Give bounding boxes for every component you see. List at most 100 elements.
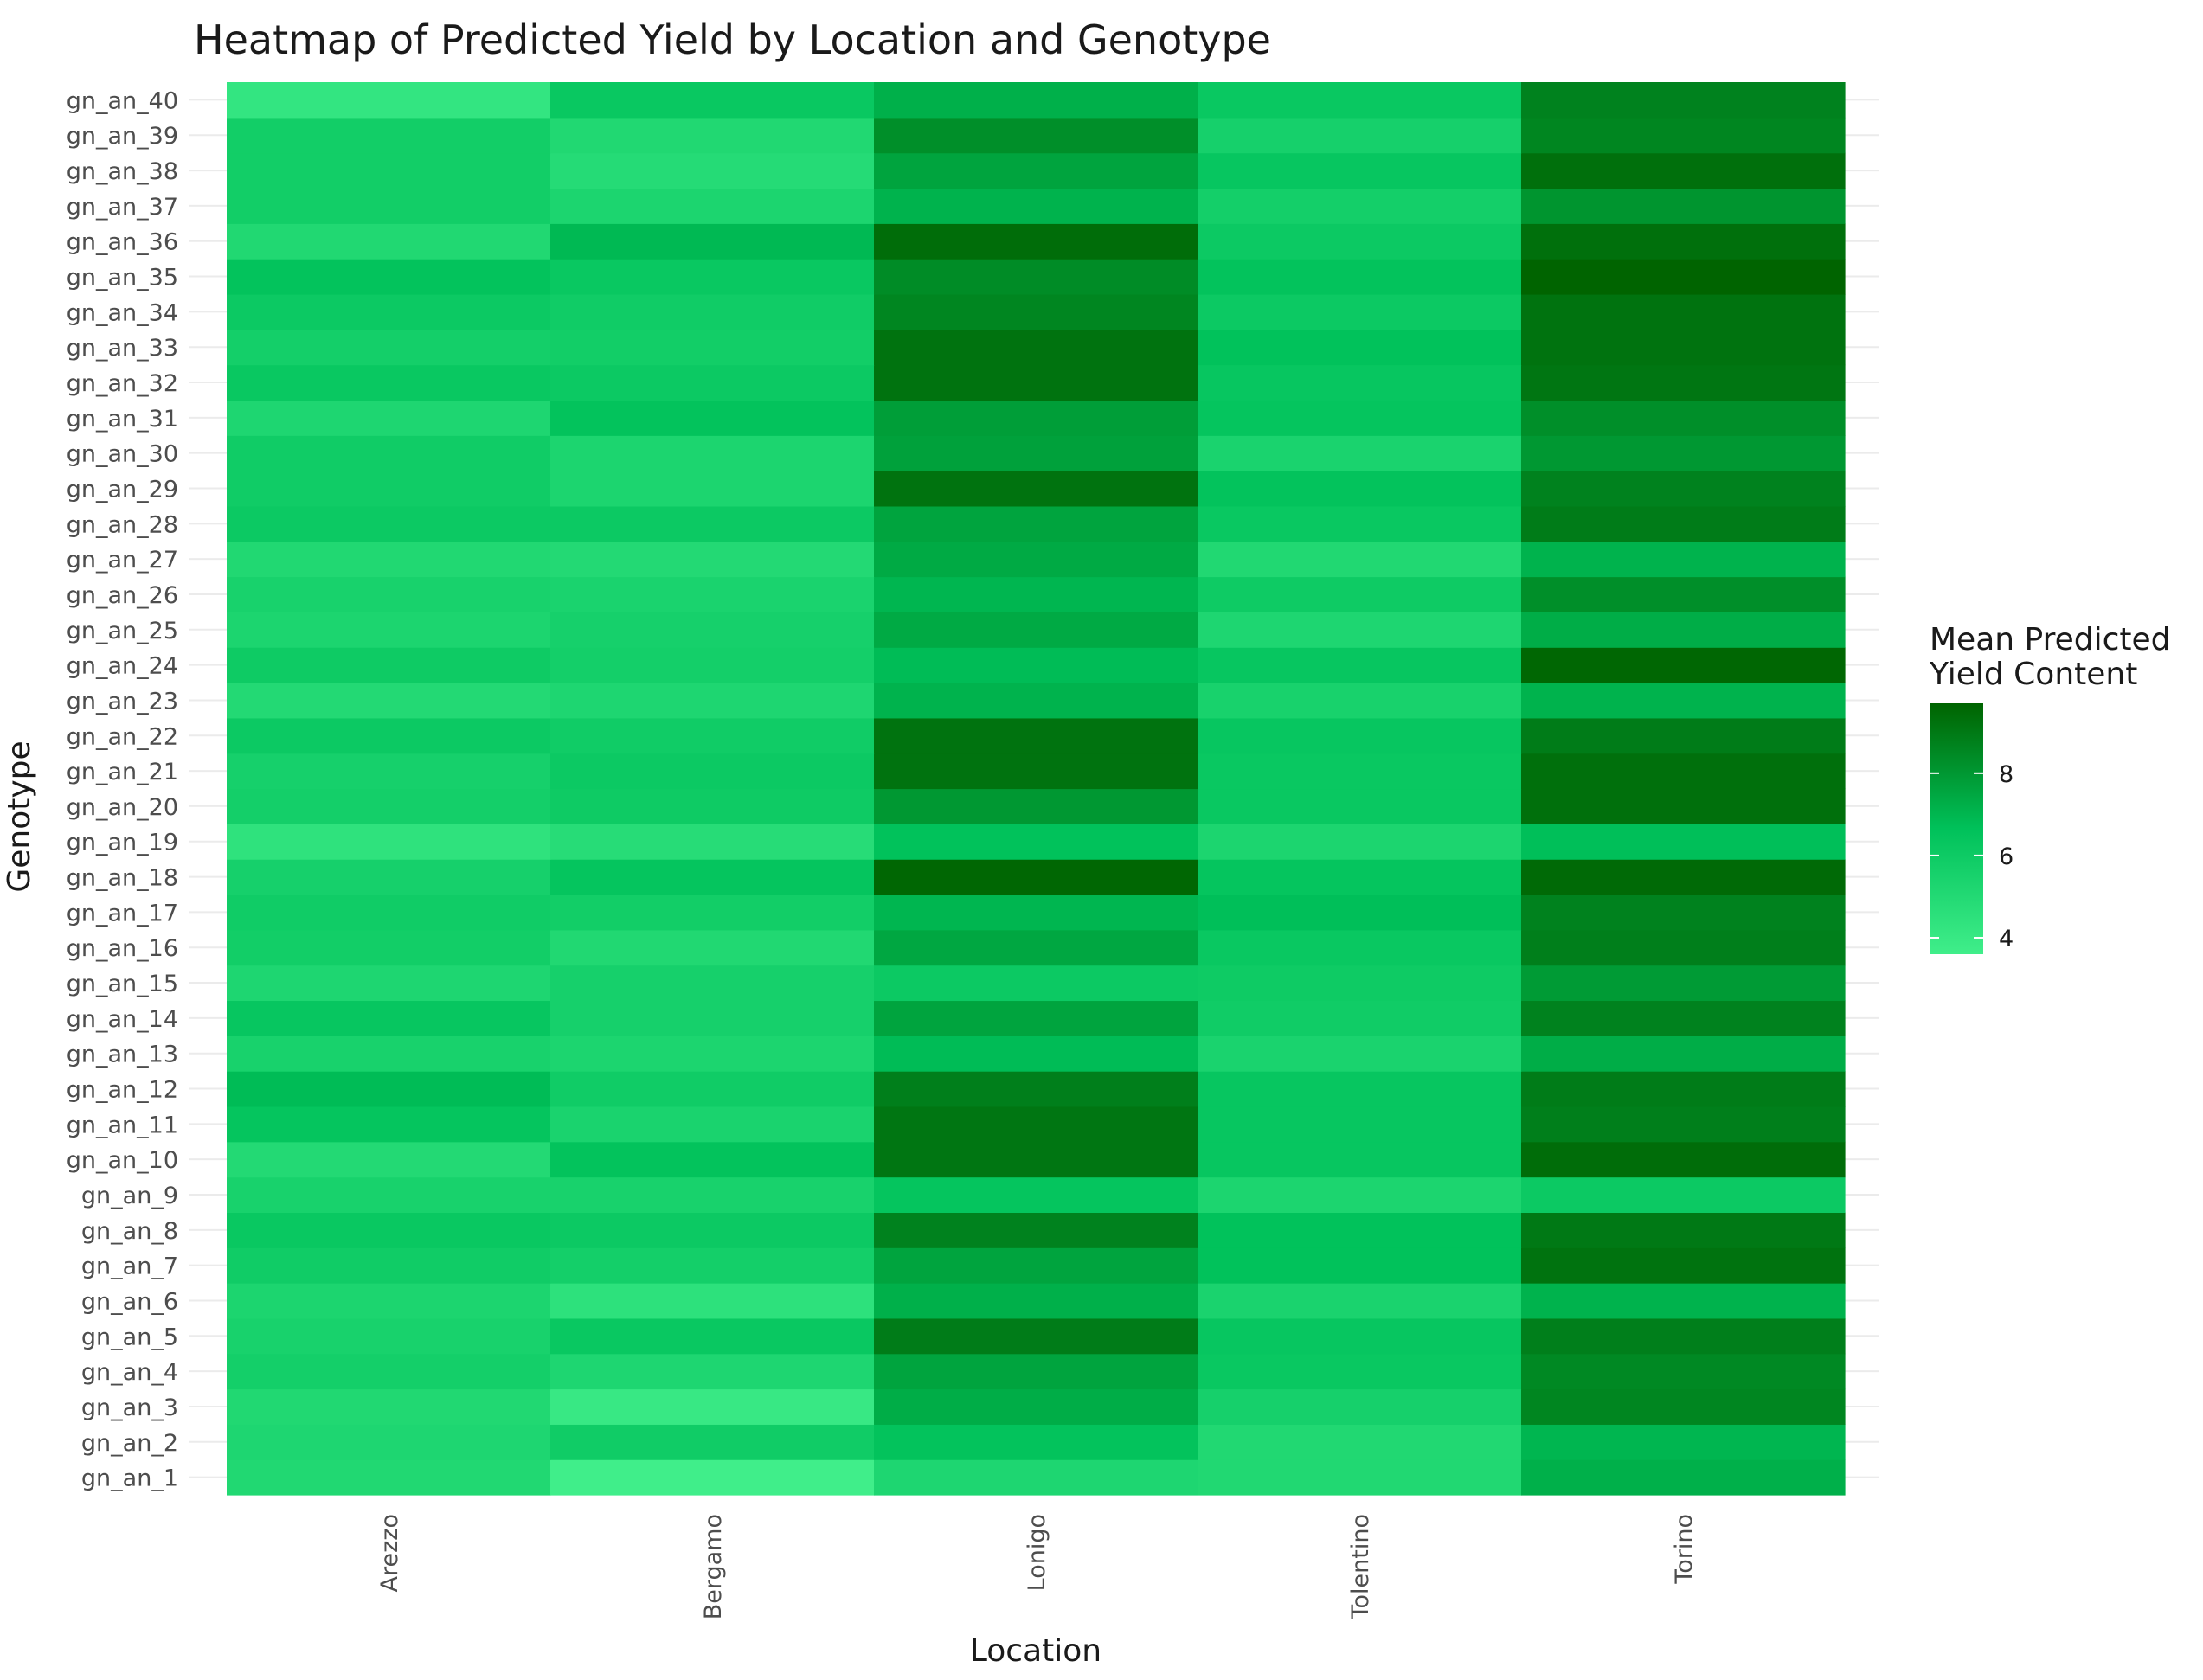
heatmap-cell xyxy=(874,647,1198,683)
heatmap-cell xyxy=(1198,1071,1522,1107)
heatmap-cell xyxy=(874,471,1198,507)
heatmap-cell xyxy=(227,683,551,719)
y-axis-title: Genotype xyxy=(2,741,37,892)
heatmap-cell xyxy=(227,647,551,683)
heatmap-cell xyxy=(227,965,551,1002)
y-tick-label: gn_an_1 xyxy=(81,1465,178,1492)
y-tick-label: gn_an_39 xyxy=(67,123,178,150)
heatmap-cell xyxy=(1521,859,1846,895)
legend-tick-label: 4 xyxy=(1999,926,2014,952)
heatmap-cell xyxy=(1521,1388,1846,1425)
heatmap-cell xyxy=(1198,364,1522,401)
heatmap-cell xyxy=(227,364,551,401)
y-tick-label: gn_an_35 xyxy=(67,265,178,292)
heatmap-cell xyxy=(874,259,1198,295)
heatmap-cell xyxy=(1521,1177,1846,1213)
heatmap-cell xyxy=(1198,1212,1522,1248)
x-tick-label: Bergamo xyxy=(700,1514,727,1619)
y-tick-label: gn_an_34 xyxy=(67,299,178,326)
y-tick-label: gn_an_37 xyxy=(67,194,178,221)
heatmap-cell xyxy=(1198,223,1522,260)
y-tick-label: gn_an_8 xyxy=(81,1218,178,1245)
heatmap-cell xyxy=(550,435,875,471)
heatmap-cell xyxy=(550,683,875,719)
legend-colorbar xyxy=(1930,703,1983,954)
heatmap-cell xyxy=(874,1247,1198,1284)
x-tick-labels: Arezzo Bergamo Lonigo Tolentino Torino xyxy=(376,1514,1698,1619)
x-tick-label: Arezzo xyxy=(376,1514,403,1592)
heatmap-cell xyxy=(550,1353,875,1390)
heatmap-cell xyxy=(1521,894,1846,931)
heatmap-cell xyxy=(550,541,875,578)
heatmap-cell xyxy=(550,400,875,436)
y-tick-label: gn_an_12 xyxy=(67,1077,178,1104)
heatmap-cell xyxy=(1198,1388,1522,1425)
y-tick-label: gn_an_31 xyxy=(67,406,178,433)
heatmap-cell xyxy=(550,788,875,824)
heatmap-cell xyxy=(1521,1141,1846,1178)
heatmap-cell xyxy=(227,259,551,295)
heatmap-cell xyxy=(874,1459,1198,1496)
heatmap-cell xyxy=(874,435,1198,471)
heatmap-cell xyxy=(874,1388,1198,1425)
heatmap-cell xyxy=(1521,1212,1846,1248)
heatmap-cell xyxy=(1521,293,1846,330)
heatmap-cell xyxy=(1198,894,1522,931)
heatmap-cell xyxy=(550,293,875,330)
heatmap-cell xyxy=(1521,505,1846,542)
heatmap-cell xyxy=(874,364,1198,401)
heatmap-cell xyxy=(227,612,551,648)
heatmap-cell xyxy=(874,717,1198,754)
heatmap-cell xyxy=(1521,152,1846,189)
heatmap-cell xyxy=(550,965,875,1002)
y-tick-label: gn_an_10 xyxy=(67,1147,178,1174)
heatmap-cell xyxy=(1198,1353,1522,1390)
heatmap-cell xyxy=(1521,1459,1846,1496)
y-tick-label: gn_an_36 xyxy=(67,229,178,256)
heatmap-cell xyxy=(550,859,875,895)
heatmap-cell xyxy=(550,1388,875,1425)
heatmap-cell xyxy=(550,1424,875,1460)
heatmap-cell xyxy=(227,788,551,824)
y-tick-label: gn_an_20 xyxy=(67,794,178,821)
y-tick-label: gn_an_30 xyxy=(67,441,178,468)
heatmap-cell xyxy=(874,82,1198,119)
heatmap-cell xyxy=(550,1106,875,1143)
heatmap-cell xyxy=(227,1247,551,1284)
heatmap-cell xyxy=(1198,152,1522,189)
heatmap-cell xyxy=(227,293,551,330)
y-tick-label: gn_an_2 xyxy=(81,1430,178,1457)
heatmap-cell xyxy=(1198,505,1522,542)
heatmap-cell xyxy=(550,223,875,260)
heatmap-cell xyxy=(550,1036,875,1072)
heatmap-cell xyxy=(874,894,1198,931)
heatmap-cell xyxy=(874,1177,1198,1213)
heatmap-cell xyxy=(874,683,1198,719)
heatmap-cell xyxy=(227,1353,551,1390)
heatmap-cell xyxy=(227,329,551,366)
heatmap-cell xyxy=(1198,788,1522,824)
heatmap-cell xyxy=(1198,1459,1522,1496)
y-tick-label: gn_an_19 xyxy=(67,830,178,856)
heatmap-cell xyxy=(1198,1247,1522,1284)
heatmap-cell xyxy=(550,152,875,189)
y-tick-label: gn_an_25 xyxy=(67,618,178,644)
x-axis-title: Location xyxy=(970,1633,1102,1669)
heatmap-cell xyxy=(1521,1424,1846,1460)
heatmap-cell xyxy=(550,1000,875,1036)
heatmap-cell xyxy=(874,293,1198,330)
heatmap-cell xyxy=(227,894,551,931)
heatmap-cell xyxy=(1521,683,1846,719)
y-tick-label: gn_an_21 xyxy=(67,759,178,785)
heatmap-cell xyxy=(874,1000,1198,1036)
heatmap-cell xyxy=(550,117,875,154)
heatmap-cell xyxy=(1521,188,1846,224)
heatmap-cell xyxy=(550,1177,875,1213)
heatmap-cell xyxy=(550,1283,875,1319)
heatmap-cell xyxy=(227,1459,551,1496)
heatmap-cell xyxy=(1521,647,1846,683)
heatmap-cell xyxy=(227,1106,551,1143)
y-tick-label: gn_an_6 xyxy=(81,1288,178,1315)
heatmap-cell xyxy=(1198,471,1522,507)
heatmap-cell xyxy=(227,824,551,860)
